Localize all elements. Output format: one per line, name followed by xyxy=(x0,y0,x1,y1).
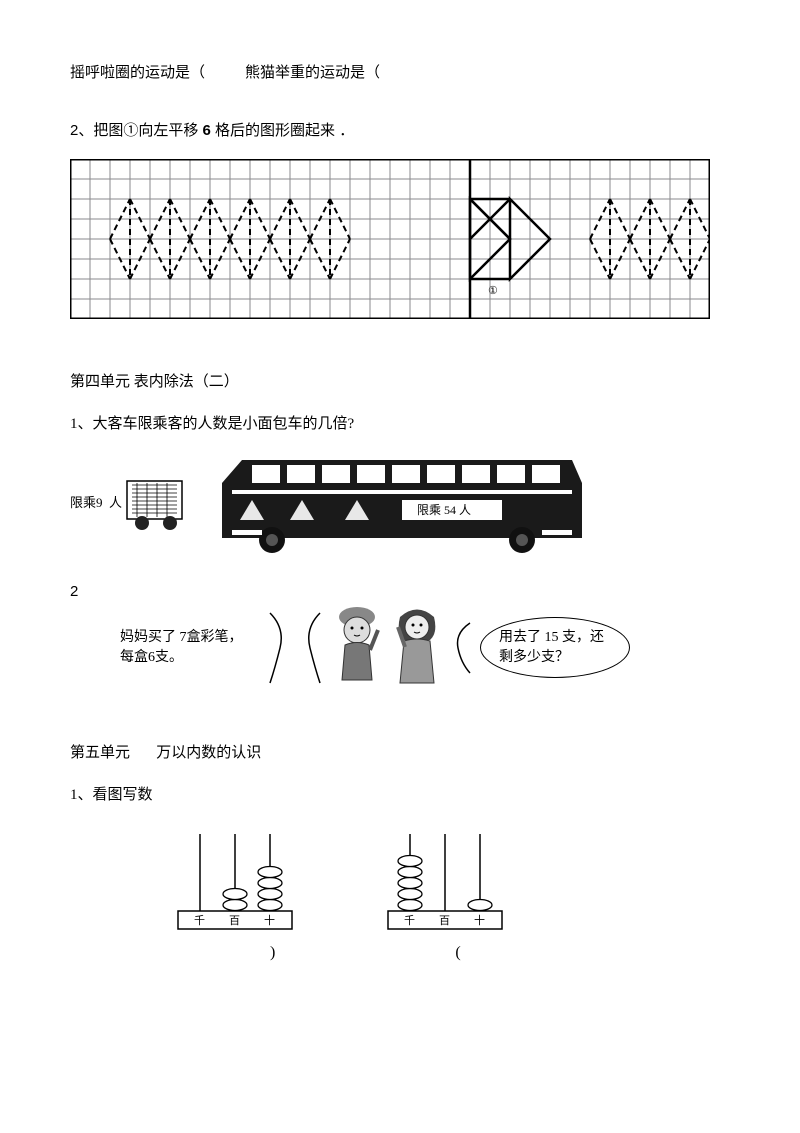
speech-right: 用去了 15 支，还剩多少支？ xyxy=(480,617,630,678)
minivan-figure: 限乘9 人 xyxy=(70,473,192,533)
svg-text:十: 十 xyxy=(264,913,275,927)
minivan-icon xyxy=(122,473,192,533)
abacus-figures: 千百十 千百十 xyxy=(170,829,730,939)
abacus-2: 千百十 xyxy=(380,829,510,939)
speech-left-line1: 妈妈买了 7盒彩笔， xyxy=(120,628,243,645)
svg-text:百: 百 xyxy=(439,915,450,927)
translation-grid-diagram: ① xyxy=(70,159,730,319)
motion-questions: 摇呼啦圈的运动是（ 熊猫举重的运动是（ xyxy=(70,60,730,87)
svg-text:千: 千 xyxy=(404,914,415,927)
speech-left: 妈妈买了 7盒彩笔， 每盒6支。 xyxy=(120,623,260,673)
dialogue-figure: 妈妈买了 7盒彩笔， 每盒6支。 用去了 15 xyxy=(120,605,730,690)
unit5-q1: 1、看图写数 xyxy=(70,782,730,809)
speech-left-line2: 每盒6支。 xyxy=(120,648,183,665)
mother-icon xyxy=(390,605,445,690)
speech-bracket-left-icon xyxy=(265,608,325,688)
child-icon xyxy=(330,605,385,690)
bus-comparison-figure: 限乘9 人 xyxy=(70,448,730,558)
bus-icon: 限乘 54 人 xyxy=(202,448,602,558)
speech-bracket-right-icon xyxy=(450,618,475,678)
svg-text:千: 千 xyxy=(194,914,205,927)
panda-lift-question: 熊猫举重的运动是（ xyxy=(245,60,380,87)
unit4-q1: 1、大客车限乘客的人数是小面包车的几倍? xyxy=(70,411,730,438)
unit5-heading: 第五单元 万以内数的认识 xyxy=(70,740,730,767)
svg-text:①: ① xyxy=(488,285,498,297)
hula-hoop-question: 摇呼啦圈的运动是（ xyxy=(70,60,205,87)
abacus-1: 千百十 xyxy=(170,829,300,939)
unit4-heading: 第四单元 表内除法（二） xyxy=(70,369,730,396)
van-capacity-label: 限乘9 人 xyxy=(70,491,122,514)
unit4-q2: 2 妈妈买了 7盒彩笔， 每盒6支。 xyxy=(70,578,730,690)
svg-text:十: 十 xyxy=(474,913,485,927)
q2-number: 2 xyxy=(70,578,730,605)
q2-translation-heading: 2、把图①向左平移 6 格后的图形圈起来 ． xyxy=(70,117,730,144)
answer-parens: ) ( xyxy=(170,939,730,968)
bus-capacity-text: 限乘 54 人 xyxy=(417,503,471,517)
svg-text:百: 百 xyxy=(229,915,240,927)
